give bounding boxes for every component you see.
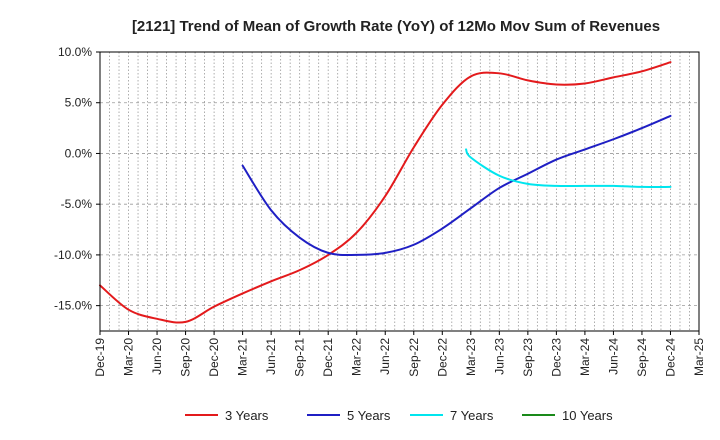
y-tick-label: -5.0% xyxy=(61,197,93,211)
x-tick-label: Sep-22 xyxy=(407,338,421,377)
x-tick-label: Jun-24 xyxy=(606,338,620,375)
x-tick-label: Mar-24 xyxy=(578,338,592,376)
x-tick-label: Dec-23 xyxy=(549,338,563,377)
series-line-3-years xyxy=(99,61,672,324)
y-tick-label: 10.0% xyxy=(58,45,92,59)
x-tick-label: Jun-22 xyxy=(378,338,392,375)
x-tick-label: Mar-21 xyxy=(236,338,250,376)
x-tick-label: Sep-21 xyxy=(293,338,307,377)
x-axis: Dec-19 Mar-20 Jun-20 Sep-20 Dec-20 Mar-21 Jun-… xyxy=(93,331,706,377)
x-tick-label: Dec-22 xyxy=(435,338,449,377)
x-tick-label: Mar-22 xyxy=(350,338,364,376)
x-tick-label: Dec-24 xyxy=(663,338,677,377)
y-tick-label: -15.0% xyxy=(54,299,92,313)
legend-label-10-years: 10 Years xyxy=(562,408,613,423)
series-line-7-years xyxy=(465,148,672,189)
x-tick-label: Dec-21 xyxy=(321,338,335,377)
x-tick-label: Sep-24 xyxy=(635,338,649,377)
chart-title: [2121] Trend of Mean of Growth Rate (YoY… xyxy=(132,18,660,35)
x-tick-label: Sep-20 xyxy=(179,338,193,377)
plot-area xyxy=(99,51,700,332)
x-tick-label: Jun-20 xyxy=(150,338,164,375)
x-tick-label: Jun-23 xyxy=(492,338,506,375)
y-tick-label: 5.0% xyxy=(65,96,93,110)
x-tick-label: Dec-19 xyxy=(93,338,107,377)
series-line-5-years xyxy=(241,114,672,257)
grid xyxy=(100,52,699,331)
plot-series xyxy=(99,61,672,324)
x-tick-label: Sep-23 xyxy=(521,338,535,377)
legend-label-5-years: 5 Years xyxy=(347,408,391,423)
legend: 3 Years 5 Years 7 Years 10 Years xyxy=(185,408,613,423)
x-tick-label: Dec-20 xyxy=(207,338,221,377)
legend-label-7-years: 7 Years xyxy=(450,408,494,423)
x-tick-label: Mar-20 xyxy=(122,338,136,376)
x-tick-label: Mar-23 xyxy=(464,338,478,376)
y-tick-label: -10.0% xyxy=(54,248,92,262)
y-tick-label: 0.0% xyxy=(65,146,93,160)
x-tick-label: Jun-21 xyxy=(264,338,278,375)
x-tick-label: Mar-25 xyxy=(692,338,706,376)
y-axis: 10.0% 5.0% 0.0% -5.0% -10.0% -15.0% xyxy=(54,45,100,313)
legend-label-3-years: 3 Years xyxy=(225,408,269,423)
